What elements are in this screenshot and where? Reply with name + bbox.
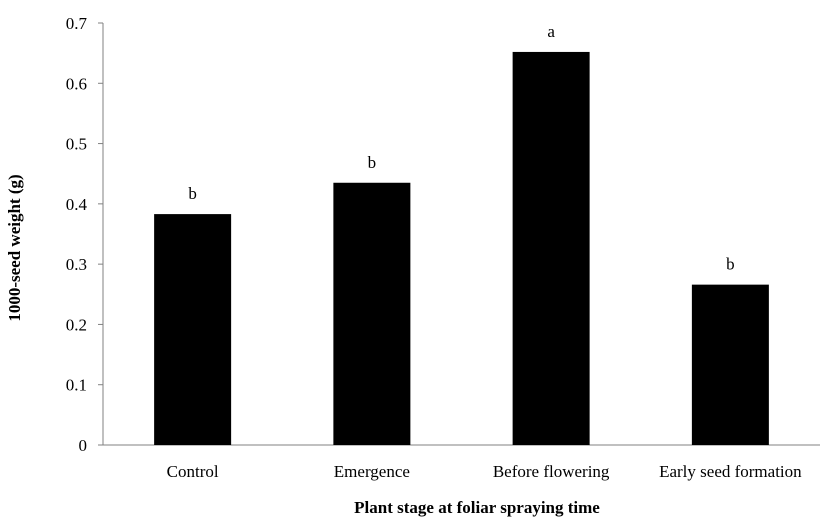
y-tick-label: 0.2 bbox=[66, 315, 87, 334]
bar bbox=[154, 214, 232, 445]
y-axis: 0 0.1 0.2 0.3 0.4 0.5 0.6 0.7 bbox=[66, 14, 104, 455]
bar bbox=[512, 51, 590, 446]
x-category-label: Before flowering bbox=[493, 462, 610, 481]
y-tick-label: 0.5 bbox=[66, 135, 87, 154]
bar-significance-label: b bbox=[726, 255, 735, 274]
bar-significance-label: a bbox=[547, 22, 555, 41]
x-category-label: Early seed formation bbox=[659, 462, 802, 481]
bar bbox=[691, 284, 769, 445]
bar-significance-label: b bbox=[188, 184, 197, 203]
bar bbox=[333, 182, 411, 445]
y-axis-title: 1000-seed weight (g) bbox=[5, 174, 24, 321]
bars: b b a b bbox=[154, 22, 769, 446]
x-category-label: Emergence bbox=[334, 462, 410, 481]
y-tick-label: 0 bbox=[79, 436, 88, 455]
y-tick-label: 0.1 bbox=[66, 376, 87, 395]
x-category-label: Control bbox=[167, 462, 219, 481]
y-tick-label: 0.3 bbox=[66, 255, 87, 274]
x-axis: Control Emergence Before flowering Early se… bbox=[103, 444, 820, 481]
bar-significance-label: b bbox=[368, 153, 377, 172]
y-tick-label: 0.6 bbox=[66, 74, 87, 93]
y-tick-label: 0.7 bbox=[66, 14, 88, 33]
y-tick-label: 0.4 bbox=[66, 195, 88, 214]
x-axis-title: Plant stage at foliar spraying time bbox=[354, 498, 600, 517]
